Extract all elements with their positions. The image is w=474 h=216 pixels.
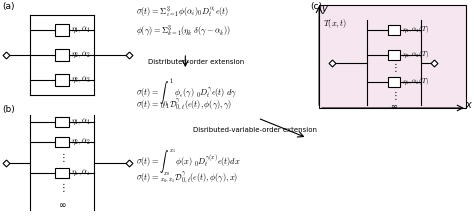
Text: $\sigma(t) = \int_{x_0}^{x_1} \phi(x)\ {}_0D_t^{\gamma(x)}\epsilon(t)dx$: $\sigma(t) = \int_{x_0}^{x_1} \phi(x)\ {… <box>136 148 240 179</box>
Text: $\vdots$: $\vdots$ <box>58 181 65 194</box>
Text: $\eta_2, \alpha_2$: $\eta_2, \alpha_2$ <box>71 137 91 147</box>
Text: $\eta_3, \alpha_3$: $\eta_3, \alpha_3$ <box>71 75 91 85</box>
Text: $\vdots$: $\vdots$ <box>390 89 398 102</box>
Text: Distributed-order extension: Distributed-order extension <box>148 59 244 65</box>
Text: $\eta_1, \alpha_1(T)$: $\eta_1, \alpha_1(T)$ <box>402 25 430 35</box>
Bar <box>388 50 401 60</box>
Text: $\phi(\gamma) = \Sigma_{k=1}^3(\eta_k\ \delta(\gamma - \alpha_k))$: $\phi(\gamma) = \Sigma_{k=1}^3(\eta_k\ \… <box>136 24 231 39</box>
Text: $\vdots$: $\vdots$ <box>390 62 398 75</box>
Bar <box>388 77 401 87</box>
Text: $y$: $y$ <box>321 4 329 16</box>
Text: $\vdots$: $\vdots$ <box>58 151 65 164</box>
Bar <box>55 168 69 178</box>
Bar <box>55 137 69 147</box>
Text: $\infty$: $\infty$ <box>390 102 398 111</box>
Text: $x$: $x$ <box>465 100 473 110</box>
Text: $\sigma(t) = \Sigma_{i=1}^3 \phi(\alpha_i){}_0D_t^{\alpha_i}\epsilon(t)$: $\sigma(t) = \Sigma_{i=1}^3 \phi(\alpha_… <box>136 4 229 19</box>
Text: $\infty$: $\infty$ <box>58 200 66 210</box>
Text: $\eta_1, \alpha_1$: $\eta_1, \alpha_1$ <box>71 25 91 35</box>
Text: $\eta_2, \alpha_2$: $\eta_2, \alpha_2$ <box>71 50 91 60</box>
Bar <box>55 74 69 86</box>
Text: $\sigma(t) = {}_{x_0,x_1}\mathcal{D}_{0,t}^\gamma(\epsilon(t), \phi(\gamma), x)$: $\sigma(t) = {}_{x_0,x_1}\mathcal{D}_{0,… <box>136 170 238 186</box>
Text: $T(x,t)$: $T(x,t)$ <box>323 17 347 30</box>
Text: $\eta_1, \alpha_1$: $\eta_1, \alpha_1$ <box>71 117 91 127</box>
Text: $\sigma(t) = \int_0^1\ \phi_\epsilon(\gamma)\ {}_0D_t^\gamma\epsilon(t)\ d\gamma: $\sigma(t) = \int_0^1\ \phi_\epsilon(\ga… <box>136 76 237 109</box>
Text: $\sigma(t) = {}_{0,1}\mathcal{D}_{0,t}^\gamma(\epsilon(t), \phi(\gamma), \gamma): $\sigma(t) = {}_{0,1}\mathcal{D}_{0,t}^\… <box>136 97 232 113</box>
Bar <box>319 5 466 108</box>
Bar <box>55 24 69 36</box>
Text: $\eta_k, \alpha_k(T)$: $\eta_k, \alpha_k(T)$ <box>402 77 430 87</box>
Bar <box>55 49 69 61</box>
Text: $\eta_k, \alpha_k$: $\eta_k, \alpha_k$ <box>71 168 91 178</box>
Text: (a): (a) <box>2 2 15 11</box>
Bar <box>388 25 401 35</box>
Bar <box>55 117 69 127</box>
Text: (b): (b) <box>2 105 15 114</box>
Text: Disributed-variable-order extension: Disributed-variable-order extension <box>193 127 317 133</box>
Text: (c): (c) <box>310 2 322 11</box>
Text: $\eta_2, \alpha_2(T)$: $\eta_2, \alpha_2(T)$ <box>402 50 430 60</box>
